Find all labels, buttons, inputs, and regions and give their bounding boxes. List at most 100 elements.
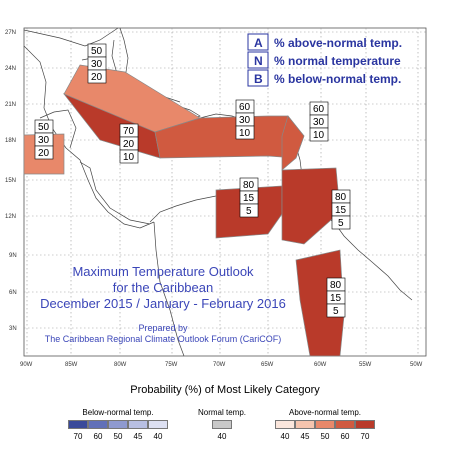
central-america-west xyxy=(23,45,155,229)
lat-label: 6N xyxy=(9,290,17,296)
prob-normal: 30 xyxy=(239,115,251,126)
colorbar-swatch xyxy=(128,420,148,429)
prob-normal: 30 xyxy=(313,117,325,128)
lat-label: 24N xyxy=(5,66,16,72)
colorbar-tick-label: 40 xyxy=(280,432,290,441)
prob-below: 10 xyxy=(313,130,325,141)
prepared-by-org: The Caribbean Regional Climate Outlook F… xyxy=(45,334,282,344)
prob-box-hispaniola: 60 30 10 xyxy=(235,99,255,140)
key-letter-above: A xyxy=(254,36,263,50)
colorbar-title: Probability (%) of Most Likely Category xyxy=(130,384,320,396)
region-lesser-antilles-s-above-80 xyxy=(281,167,341,245)
colorbar-swatch xyxy=(88,420,108,429)
lat-label: 27N xyxy=(5,30,16,36)
colorbar-swatch xyxy=(275,420,295,429)
prob-box-belize: 50 30 20 xyxy=(34,119,54,160)
key-text-below: % below-normal temp. xyxy=(274,72,401,86)
lon-label: 90W xyxy=(20,362,33,368)
colorbar-normal-label: Normal temp. xyxy=(198,408,247,417)
prob-normal: 15 xyxy=(243,193,255,204)
lon-label: 75W xyxy=(165,362,178,368)
colorbar-above-ticks: 40 45 50 60 70 xyxy=(275,432,375,441)
lon-label: 80W xyxy=(114,362,127,368)
colorbar-swatch xyxy=(212,420,232,429)
lat-label: 15N xyxy=(5,178,16,184)
key-text-normal: % normal temperature xyxy=(274,54,401,68)
colombia-pacific-coast xyxy=(153,221,185,357)
prepared-by-line: Prepared by xyxy=(138,323,188,333)
region-guianas-above-80 xyxy=(295,249,345,357)
colorbar-below-label: Below-normal temp. xyxy=(82,408,154,417)
prob-above: 80 xyxy=(335,192,347,203)
lat-label: 9N xyxy=(9,253,17,259)
colorbar-tick-label: 70 xyxy=(73,432,83,441)
prob-box-caribbean-sea: 80 15 5 xyxy=(239,177,259,218)
lon-label: 50W xyxy=(410,362,423,368)
key-letter-normal: N xyxy=(254,54,263,68)
colorbar-swatch xyxy=(335,420,355,429)
longitude-labels: 90W 85W 80W 75W 70W 65W 60W 55W 50W xyxy=(20,362,423,368)
prob-below: 10 xyxy=(123,152,135,163)
latitude-labels: 27N 24N 21N 18N 15N 12N 9N 6N 3N xyxy=(5,30,17,332)
prob-box-lesser-antilles-s: 80 15 5 xyxy=(331,189,351,230)
colorbar-below-swatches xyxy=(68,420,168,429)
colorbar-normal-ticks: 40 xyxy=(198,432,246,441)
prob-normal: 15 xyxy=(330,293,342,304)
prob-below: 5 xyxy=(333,306,339,317)
colorbar-normal-swatches xyxy=(198,420,246,429)
colorbar-normal-group: Normal temp. 40 xyxy=(198,408,246,441)
region-lesser-antilles-n-above-60 xyxy=(281,115,305,171)
probability-boxes: 50 30 20 50 30 20 70 20 10 60 30 xyxy=(34,43,351,318)
prob-above: 80 xyxy=(243,180,255,191)
colorbar-above-label: Above-normal temp. xyxy=(288,408,362,417)
yucatan-coast xyxy=(39,109,77,149)
prob-box-bahamas: 50 30 20 xyxy=(87,43,107,84)
prob-normal: 15 xyxy=(335,205,347,216)
colorbar-above-group: Above-normal temp. 40 45 50 60 70 xyxy=(275,408,375,441)
colorbar-tick-label: 40 xyxy=(153,432,163,441)
prob-box-lesser-antilles-n: 60 30 10 xyxy=(309,101,329,142)
prob-normal: 30 xyxy=(38,135,50,146)
prob-below: 20 xyxy=(38,148,50,159)
prob-below: 10 xyxy=(239,128,251,139)
colorbar-tick-label: 50 xyxy=(113,432,123,441)
map-title: Maximum Temperature Outlook for the Cari… xyxy=(40,264,286,344)
prob-normal: 20 xyxy=(123,139,135,150)
us-gulf-coast xyxy=(23,27,119,47)
colorbar-swatch xyxy=(108,420,128,429)
outlook-map: 27N 24N 21N 18N 15N 12N 9N 6N 3N 90W 85W… xyxy=(5,27,427,368)
prob-box-greater-antilles: 70 20 10 xyxy=(119,123,139,164)
lon-label: 60W xyxy=(314,362,327,368)
prob-below: 20 xyxy=(91,72,103,83)
title-line-1: Maximum Temperature Outlook xyxy=(72,264,254,279)
category-key: A N B % above-normal temp. % normal temp… xyxy=(247,33,402,87)
lat-label: 21N xyxy=(5,102,16,108)
forecast-regions xyxy=(23,64,345,357)
lat-label: 18N xyxy=(5,138,16,144)
lon-label: 85W xyxy=(65,362,78,368)
probability-colorbar: Probability (%) of Most Likely Category … xyxy=(0,370,450,450)
colorbar-tick-label: 45 xyxy=(300,432,310,441)
colorbar-below-ticks: 70 60 50 45 40 xyxy=(68,432,168,441)
colorbar-tick-label: 50 xyxy=(320,432,330,441)
colorbar-below-group: Below-normal temp. 70 60 50 45 40 xyxy=(68,408,168,441)
prob-above: 60 xyxy=(313,104,325,115)
colorbar-swatch xyxy=(315,420,335,429)
prob-above: 80 xyxy=(330,280,342,291)
title-line-2: for the Caribbean xyxy=(113,280,213,295)
colorbar-swatch xyxy=(355,420,375,429)
central-america-east xyxy=(79,161,151,225)
key-text-above: % above-normal temp. xyxy=(274,36,402,50)
lat-label: 3N xyxy=(9,326,17,332)
colorbar-swatch xyxy=(295,420,315,429)
colorbar-above-swatches xyxy=(275,420,375,429)
title-line-3: December 2015 / January - February 2016 xyxy=(40,296,286,311)
colorbar-tick-label: 60 xyxy=(340,432,350,441)
prob-above: 70 xyxy=(123,126,135,137)
prob-normal: 30 xyxy=(91,59,103,70)
colorbar-swatch xyxy=(148,420,168,429)
lon-label: 65W xyxy=(261,362,274,368)
lat-label: 12N xyxy=(5,214,16,220)
colorbar-tick-label: 40 xyxy=(217,432,227,441)
prob-below: 5 xyxy=(338,218,344,229)
